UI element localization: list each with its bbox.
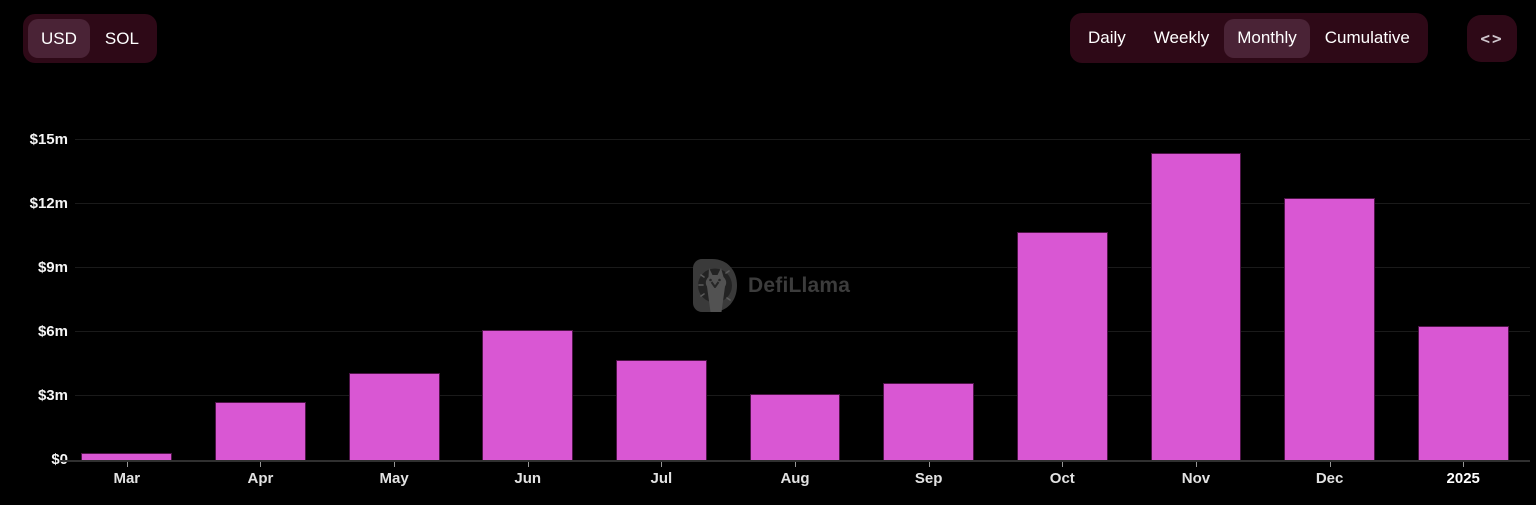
x-axis-tick [1062, 462, 1064, 467]
defillama-logo-icon [693, 259, 737, 312]
x-axis-label: Oct [1049, 470, 1075, 487]
y-axis-tick-label: $15m [29, 131, 68, 148]
x-axis-tick [260, 462, 262, 467]
x-axis-tick [1195, 462, 1197, 467]
x-axis-tick [527, 462, 529, 467]
bar-slot: Mar [60, 110, 194, 487]
bar-slot: Jun [461, 110, 595, 487]
bar-slot: Sep [862, 110, 996, 487]
interval-toggle: Daily Weekly Monthly Cumulative [1070, 13, 1428, 63]
bar[interactable] [1016, 231, 1108, 460]
bar[interactable] [749, 393, 841, 460]
bar[interactable] [1417, 325, 1509, 460]
gridline [75, 203, 1530, 204]
x-axis-label: Mar [113, 470, 141, 487]
bar[interactable] [215, 402, 306, 460]
x-axis-tick [661, 462, 663, 467]
gridline [75, 267, 1530, 268]
bar[interactable] [81, 452, 173, 460]
x-axis-label: 2025 [1446, 470, 1480, 487]
y-axis-tick-label: $3m [37, 387, 68, 404]
bar-slot: Aug [728, 110, 862, 487]
interval-option-weekly[interactable]: Weekly [1141, 19, 1222, 58]
x-axis-label: Apr [247, 470, 274, 487]
x-axis-label: Dec [1315, 470, 1344, 487]
gridline [75, 331, 1530, 332]
bar[interactable] [1284, 197, 1376, 460]
bars-layer: Mar Apr May Jun Jul Aug Sep Oct Nov Dec 2025 [60, 110, 1530, 487]
bar-slot: Jul [595, 110, 729, 487]
bar-slot: Dec [1263, 110, 1397, 487]
y-axis: $0 $3m $6m $9m $12m $15m [0, 110, 68, 468]
bar[interactable] [1150, 152, 1242, 460]
interval-option-daily[interactable]: Daily [1075, 19, 1139, 58]
bar[interactable] [883, 383, 975, 460]
x-axis-tick [795, 462, 797, 467]
code-icon: <> [1480, 29, 1504, 48]
currency-option-usd[interactable]: USD [28, 19, 90, 58]
x-axis-label: Jun [514, 470, 542, 487]
y-axis-tick-label: $9m [37, 259, 68, 276]
x-axis-label: Jul [650, 470, 673, 487]
bar[interactable] [482, 329, 574, 460]
x-axis-tick [394, 462, 396, 467]
embed-code-button[interactable]: <> [1467, 15, 1517, 62]
currency-toggle: USD SOL [23, 14, 157, 63]
x-axis-label: Aug [780, 470, 810, 487]
x-axis-label: May [379, 470, 409, 487]
y-axis-tick-label: $12m [29, 195, 68, 212]
bar-slot: Nov [1129, 110, 1263, 487]
x-axis-label: Sep [914, 470, 943, 487]
gridline [75, 139, 1530, 140]
interval-option-monthly[interactable]: Monthly [1224, 18, 1310, 58]
x-axis-tick [928, 462, 930, 467]
x-axis-tick [1463, 462, 1465, 467]
bar-slot: May [327, 110, 461, 487]
bar-slot: Apr [194, 110, 328, 487]
x-axis-label: Nov [1181, 470, 1211, 487]
interval-option-cumulative[interactable]: Cumulative [1312, 19, 1423, 58]
currency-option-sol[interactable]: SOL [92, 19, 152, 58]
defillama-watermark: DefiLlama [692, 258, 850, 313]
bar-slot: 2025 [1396, 110, 1530, 487]
y-axis-tick-label: $6m [37, 323, 68, 340]
x-axis-tick [1329, 462, 1331, 467]
watermark-label: DefiLlama [748, 273, 851, 297]
y-axis-tick-label: $0 [0, 451, 68, 469]
bar-slot: Oct [995, 110, 1129, 487]
bar[interactable] [348, 372, 440, 460]
x-axis-line [60, 460, 1530, 462]
bar[interactable] [615, 359, 707, 460]
x-axis-tick [126, 462, 128, 467]
